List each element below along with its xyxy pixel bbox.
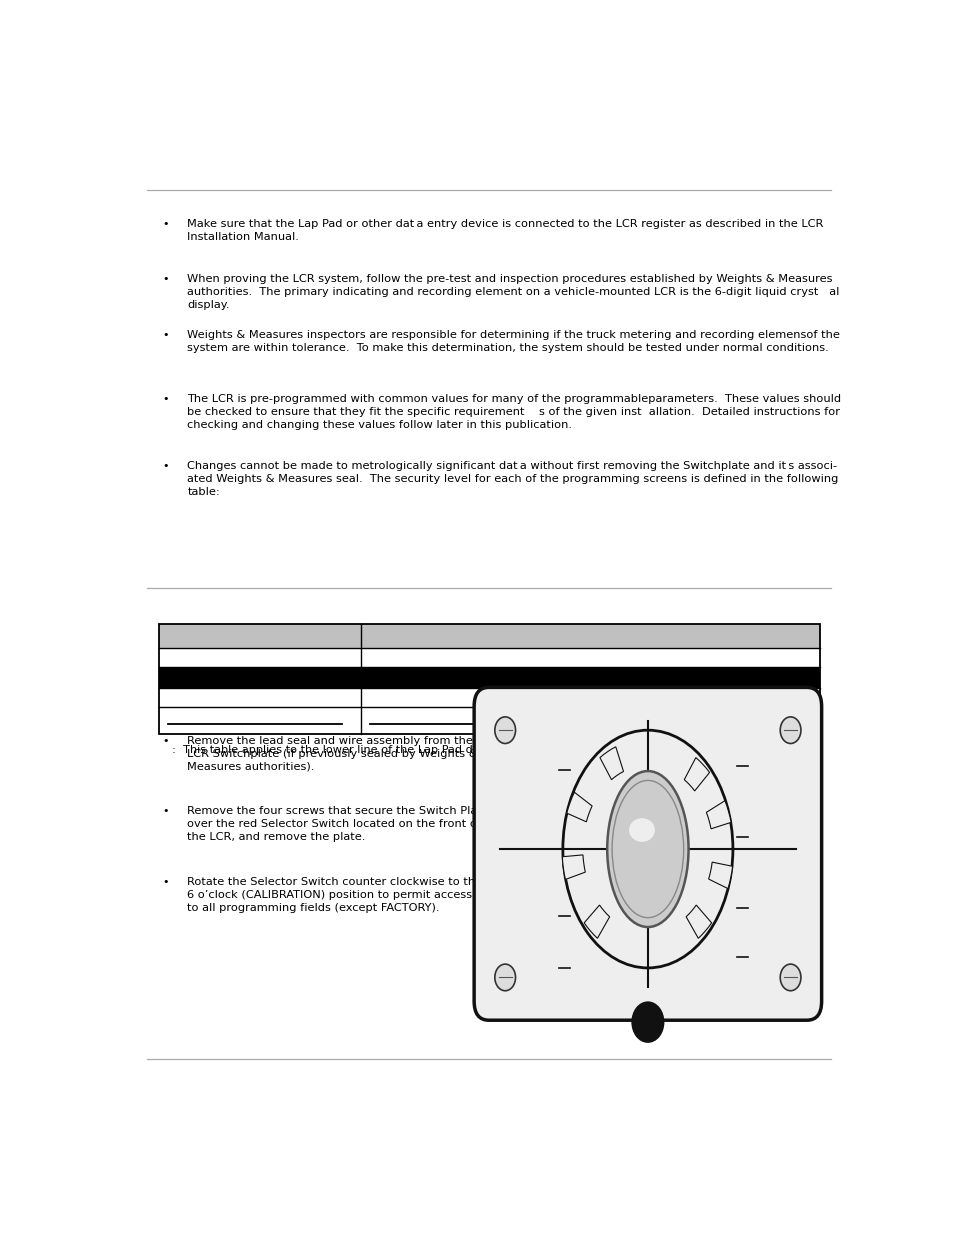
Text: PRINT: PRINT xyxy=(533,911,563,920)
Circle shape xyxy=(495,965,515,990)
Wedge shape xyxy=(583,905,609,939)
Text: RUN: RUN xyxy=(533,766,555,774)
Bar xyxy=(159,648,820,667)
Text: Product #
Shift Total: Product # Shift Total xyxy=(751,760,785,773)
Bar xyxy=(159,624,820,734)
Wedge shape xyxy=(683,757,709,790)
Text: •: • xyxy=(162,219,169,228)
Bar xyxy=(159,688,820,706)
Wedge shape xyxy=(561,855,585,879)
Text: Make sure that the Lap Pad or other dat a entry device is connected to the LCR r: Make sure that the Lap Pad or other dat … xyxy=(187,219,822,242)
Text: STOP: STOP xyxy=(533,845,559,853)
Text: •: • xyxy=(162,806,169,816)
Bar xyxy=(159,624,820,648)
Ellipse shape xyxy=(606,771,688,927)
Text: The LCR is pre-programmed with common values for many of the programmable​parame: The LCR is pre-programmed with common va… xyxy=(187,394,841,430)
Bar xyxy=(159,706,820,734)
Text: SHIFT
PRINT: SHIFT PRINT xyxy=(533,958,563,977)
Bar xyxy=(159,667,820,688)
Ellipse shape xyxy=(628,818,654,842)
Text: •: • xyxy=(162,877,169,887)
Text: •: • xyxy=(162,274,169,284)
Text: DELIVERY: DELIVERY xyxy=(578,714,620,722)
Text: Rotate the Selector Switch counter clockwise to the
6 o’clock (CALIBRATION) posi: Rotate the Selector Switch counter clock… xyxy=(187,877,482,913)
Circle shape xyxy=(780,716,801,743)
Text: Remove the lead seal and wire assembly from the
LCR Switchplate (if previously s: Remove the lead seal and wire assembly f… xyxy=(187,736,477,772)
Wedge shape xyxy=(708,862,732,888)
Wedge shape xyxy=(685,905,711,939)
Text: •: • xyxy=(162,736,169,746)
Text: SELECTIONS: SELECTIONS xyxy=(697,714,753,722)
Circle shape xyxy=(633,1003,662,1041)
Circle shape xyxy=(495,716,515,743)
Text: Product #
Totalizer
Time: Product # Totalizer Time xyxy=(751,827,785,846)
Text: :  This table applies to the lower line of the Lap Pad display only.  The upper : : This table applies to the lower line o… xyxy=(172,746,726,756)
Text: Weights & Measures inspectors are responsible for determining if the truck meter: Weights & Measures inspectors are respon… xyxy=(187,330,840,353)
Text: Flowrate
Temp: Flowrate Temp xyxy=(751,950,781,963)
Text: Remove the four screws that secure the Switch Plate
over the red Selector Switch: Remove the four screws that secure the S… xyxy=(187,806,489,842)
Text: •: • xyxy=(162,461,169,471)
Wedge shape xyxy=(566,792,592,821)
Wedge shape xyxy=(705,800,730,829)
Circle shape xyxy=(780,965,801,990)
Wedge shape xyxy=(599,747,623,779)
Text: Product #
Preset: Product # Preset xyxy=(751,902,785,914)
Text: Changes cannot be made to metrologically significant dat a without first removin: Changes cannot be made to metrologically… xyxy=(187,461,838,498)
Text: When proving the LCR system, follow the pre-test and inspection procedures es​ta: When proving the LCR system, follow the … xyxy=(187,274,839,310)
Text: •: • xyxy=(162,330,169,340)
Text: •: • xyxy=(162,394,169,404)
FancyBboxPatch shape xyxy=(474,688,821,1020)
